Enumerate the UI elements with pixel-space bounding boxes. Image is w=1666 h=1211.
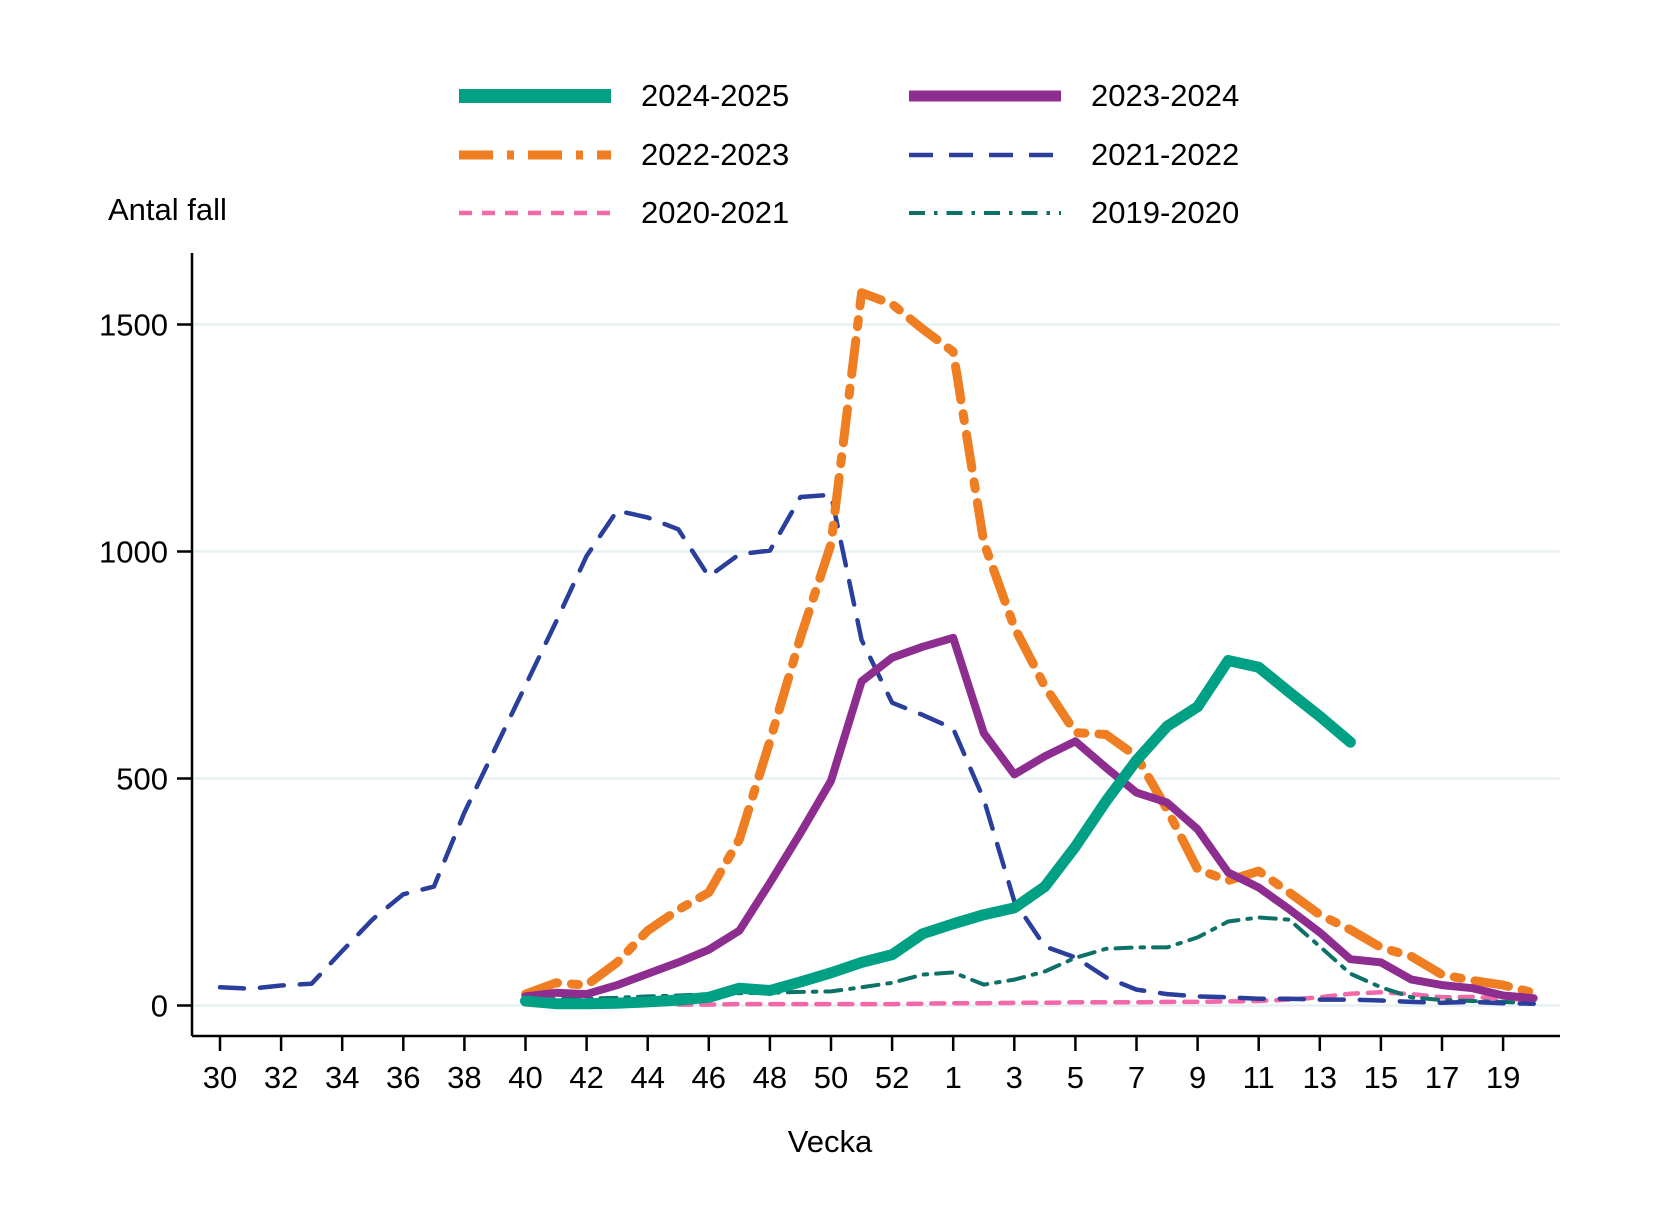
legend-label-2022-2023: 2022-2023: [641, 137, 790, 172]
x-tick-label-11: 11: [1243, 1060, 1275, 1095]
x-tick-label-1: 1: [945, 1060, 962, 1095]
y-tick-label-0: 0: [151, 989, 168, 1024]
legend-swatch-2020-2021-icon: [459, 210, 611, 216]
y-tick-label-1000: 1000: [99, 535, 168, 570]
x-tick-label-19: 19: [1486, 1060, 1520, 1095]
legend-label-2019-2020: 2019-2020: [1091, 195, 1240, 230]
x-axis-label: Vecka: [787, 1124, 873, 1159]
x-tick-label-9: 9: [1189, 1060, 1206, 1095]
x-tick-label-46: 46: [692, 1060, 726, 1095]
legend-swatch-2022-2023-icon: [459, 150, 611, 160]
x-tick-label-13: 13: [1303, 1060, 1337, 1095]
legend-swatch-2024-2025-icon: [459, 89, 611, 103]
x-tick-label-30: 30: [203, 1060, 237, 1095]
legend-swatch-2021-2022-icon: [909, 152, 1061, 158]
x-tick-label-32: 32: [264, 1060, 298, 1095]
x-tick-label-38: 38: [447, 1060, 481, 1095]
legend-item-2021-2022: 2021-2022: [905, 135, 1239, 175]
series-line-2024-2025: [520, 655, 1356, 1010]
x-tick-label-40: 40: [508, 1060, 542, 1095]
x-tick-label-50: 50: [814, 1060, 848, 1095]
x-tick-label-42: 42: [569, 1060, 603, 1095]
legend-label-2020-2021: 2020-2021: [641, 195, 790, 230]
legend-item-2019-2020: 2019-2020: [905, 193, 1239, 233]
series-line-2023-2024: [521, 633, 1538, 1003]
legend-item-2022-2023: 2022-2023: [455, 135, 789, 175]
series-line-2019-2020: [523, 915, 1536, 1006]
y-tick-label-1500: 1500: [99, 308, 168, 343]
x-tick-label-52: 52: [875, 1060, 909, 1095]
x-tick-label-15: 15: [1364, 1060, 1398, 1095]
legend-label-2021-2022: 2021-2022: [1091, 137, 1240, 172]
legend-swatch-2019-2020-icon: [909, 211, 1061, 215]
x-tick-label-7: 7: [1128, 1060, 1145, 1095]
legend-item-2023-2024: 2023-2024: [905, 76, 1239, 116]
x-tick-label-48: 48: [753, 1060, 787, 1095]
x-tick-label-3: 3: [1006, 1060, 1023, 1095]
series-line-2020-2021: [676, 990, 1536, 1007]
series-line-2021-2022: [217, 492, 1536, 1006]
legend-item-2024-2025: 2024-2025: [455, 76, 789, 116]
x-tick-label-34: 34: [325, 1060, 359, 1095]
legend-swatch-2023-2024-icon: [909, 90, 1061, 102]
x-tick-label-44: 44: [630, 1060, 664, 1095]
series-line-2022-2023: [521, 288, 1539, 999]
legend-item-2020-2021: 2020-2021: [455, 193, 789, 233]
legend-label-2023-2024: 2023-2024: [1091, 78, 1240, 113]
x-tick-label-36: 36: [386, 1060, 420, 1095]
legend-label-2024-2025: 2024-2025: [641, 78, 790, 113]
x-tick-label-17: 17: [1425, 1060, 1459, 1095]
y-axis-title: Antal fall: [108, 192, 227, 227]
x-tick-label-5: 5: [1067, 1060, 1084, 1095]
y-tick-label-500: 500: [116, 762, 168, 797]
